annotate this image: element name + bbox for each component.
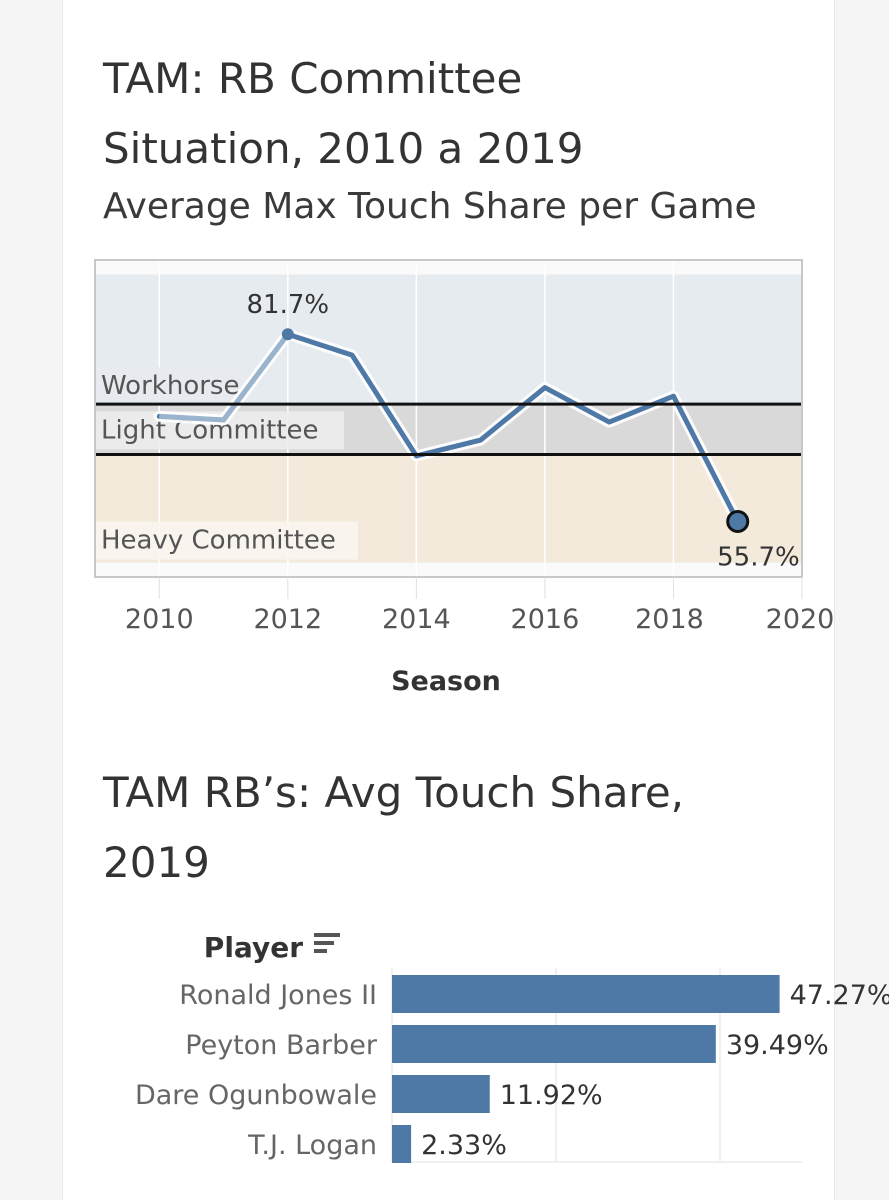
band-label-bg [96,521,358,560]
line-chart-title-line2: Situation, 2010 a 2019 [103,124,584,173]
x-tick-label-2010: 2010 [125,604,194,635]
series-line-faded [159,332,290,423]
bar-value-label: 11.92% [500,1080,603,1111]
x-tick-label-2016: 2016 [511,604,580,635]
sort-icon-bar [314,949,327,953]
x-tick-label-2018: 2018 [635,604,704,635]
y-axis-header: Player [204,931,303,964]
band-label-workhorse: Workhorse [101,371,239,401]
line-chart-subtitle: Average Max Touch Share per Game [103,186,757,227]
band-label-heavy-committee: Heavy Committee [101,526,336,556]
bar [392,1075,490,1113]
bar-value-label: 47.27% [790,980,889,1011]
bar [392,1025,716,1063]
x-tick-label-2020: 2020 [766,604,835,635]
bar [392,975,780,1013]
bar-chart-title-line2: 2019 [103,838,210,887]
player-label: T.J. Logan [247,1130,377,1161]
x-axis-title: Season [391,666,501,697]
plot-border [94,259,803,578]
bar-chart-title-line1: TAM RB’s: Avg Touch Share, [103,768,685,817]
data-label-2012: 81.7% [247,290,330,320]
player-label: Dare Ogunbowale [135,1080,377,1111]
bar-chart-title: TAM RB’s: Avg Touch Share, 2019 [103,762,823,902]
point-2012 [281,328,294,341]
line-chart-title: TAM: RB Committee Situation, 2010 a 2019 [103,48,803,188]
x-tick-label-2012: 2012 [253,604,322,635]
band-label-bg [96,367,246,406]
player-label: Peyton Barber [185,1030,378,1061]
player-label: Ronald Jones II [179,980,377,1011]
bar [392,1125,412,1163]
x-tick-label-2014: 2014 [382,604,451,635]
sort-icon-bar [314,941,334,945]
bar-value-label: 2.33% [421,1130,507,1161]
data-label-2019: 55.7% [717,543,800,573]
bar-value-label: 39.49% [726,1030,829,1061]
point-2019 [726,510,750,534]
sort-icon-bar [314,933,340,937]
line-chart-title-line1: TAM: RB Committee [103,54,523,103]
